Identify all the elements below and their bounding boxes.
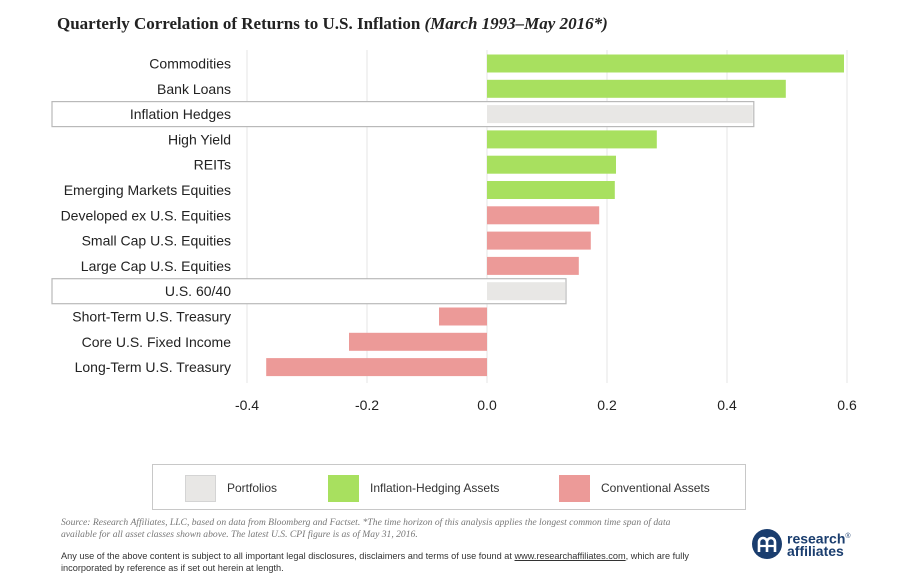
source-note: Source: Research Affiliates, LLC, based … (61, 517, 671, 540)
category-label: Core U.S. Fixed Income (82, 334, 232, 350)
category-labels: Commodities Bank Loans Inflation Hedges Hig… (61, 56, 232, 376)
legend: Portfolios Inflation-Hedging Assets Conv… (152, 464, 746, 510)
category-label: Large Cap U.S. Equities (81, 258, 231, 274)
x-tick-label: -0.2 (355, 397, 379, 413)
bar-high-yield (487, 130, 657, 149)
correlation-bar-chart: Commodities Bank Loans Inflation Hedges Hig… (51, 50, 857, 413)
category-label: High Yield (168, 131, 231, 147)
disclaimer: Any use of the above content is subject … (61, 550, 741, 574)
disclaimer-link[interactable]: www.researchaffiliates.com (514, 551, 626, 561)
bar-short-term-u-s-treasury (439, 307, 487, 326)
research-affiliates-logo: research® affiliates (752, 529, 851, 559)
category-label: Emerging Markets Equities (64, 182, 231, 198)
x-tick-label: 0.4 (717, 397, 737, 413)
x-tick-label: -0.4 (235, 397, 259, 413)
category-label: REITs (194, 157, 231, 173)
legend-item-inflation-hedging: Inflation-Hedging Assets (328, 474, 499, 502)
legend-swatch-portfolios (185, 474, 216, 502)
legend-label-conventional: Conventional Assets (601, 481, 710, 495)
bar-bank-loans (487, 79, 786, 98)
logo-line1: research (787, 530, 846, 547)
bars (51, 54, 844, 377)
logo-mark-icon (752, 529, 782, 559)
category-label: U.S. 60/40 (165, 283, 231, 299)
legend-label-portfolios: Portfolios (227, 481, 278, 495)
category-label: Inflation Hedges (130, 106, 231, 122)
logo-line2: affiliates (787, 543, 844, 560)
bar-core-u-s-fixed-income (349, 332, 487, 351)
category-label: Small Cap U.S. Equities (82, 233, 231, 249)
x-tick-label: 0.2 (597, 397, 617, 413)
category-label: Bank Loans (157, 81, 231, 97)
bar-small-cap-u-s-equities (487, 231, 591, 250)
x-tick-label: 0.6 (837, 397, 857, 413)
disclaimer-text: Any use of the above content is subject … (61, 551, 515, 561)
chart-title: Quarterly Correlation of Returns to U.S.… (57, 14, 608, 34)
category-label: Long-Term U.S. Treasury (75, 359, 231, 375)
category-label: Developed ex U.S. Equities (61, 207, 231, 223)
legend-item-portfolios: Portfolios (185, 474, 277, 502)
bar-emerging-markets-equities (487, 181, 615, 199)
logo-trademark: ® (845, 532, 851, 540)
category-label: Short-Term U.S. Treasury (72, 309, 231, 325)
bar-commodities (487, 54, 844, 73)
disclaimer-end: , which are fully incorporated by refere… (61, 551, 689, 573)
bar-inflation-hedges (487, 105, 753, 124)
bar-reits (487, 155, 616, 174)
chart-title-main: Quarterly Correlation of Returns to U.S.… (57, 14, 425, 33)
x-tick-label: 0.0 (477, 397, 497, 413)
legend-label-inflation-hedging: Inflation-Hedging Assets (370, 481, 500, 495)
portfolio-outline (51, 278, 567, 305)
chart-title-period: (March 1993–May 2016*) (424, 14, 608, 33)
legend-item-conventional: Conventional Assets (559, 474, 710, 502)
bar-long-term-u-s-treasury (266, 358, 487, 377)
bar-large-cap-u-s-equities (487, 256, 579, 275)
category-label: Commodities (149, 56, 231, 72)
logo-wordmark: research® affiliates (787, 530, 851, 560)
bar-developed-ex-u-s-equities (487, 206, 600, 225)
bar-u-s-60-40 (487, 282, 565, 301)
x-tick-labels: -0.4 -0.2 0.0 0.2 0.4 0.6 (235, 397, 857, 413)
legend-swatch-conventional (559, 474, 590, 502)
legend-swatch-inflation-hedging (328, 474, 359, 502)
